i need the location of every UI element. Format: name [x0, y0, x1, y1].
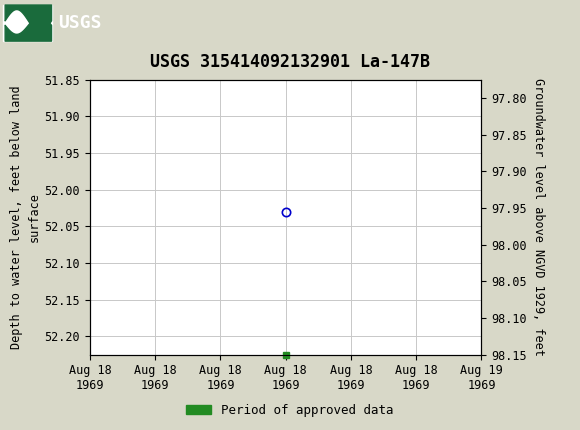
Text: USGS 315414092132901 La-147B: USGS 315414092132901 La-147B: [150, 53, 430, 71]
Legend: Period of approved data: Period of approved data: [181, 399, 399, 421]
Y-axis label: Depth to water level, feet below land
surface: Depth to water level, feet below land su…: [10, 85, 41, 349]
Y-axis label: Groundwater level above NGVD 1929, feet: Groundwater level above NGVD 1929, feet: [532, 78, 545, 356]
FancyBboxPatch shape: [3, 4, 52, 41]
Text: USGS: USGS: [58, 14, 102, 31]
